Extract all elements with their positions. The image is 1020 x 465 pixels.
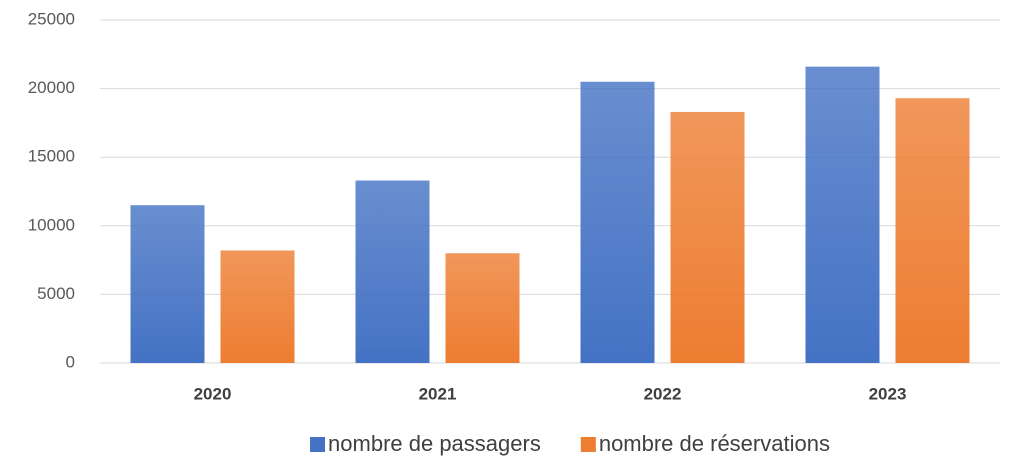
x-tick-label: 2023: [869, 384, 907, 403]
bar: [445, 253, 520, 363]
bar: [130, 205, 205, 363]
legend-label: nombre de passagers: [328, 431, 541, 456]
x-tick-label: 2021: [419, 384, 457, 403]
bar: [220, 250, 295, 363]
y-tick-label: 20000: [28, 78, 75, 97]
bar: [895, 98, 970, 363]
bar: [355, 180, 430, 363]
x-tick-label: 2020: [194, 384, 232, 403]
legend-swatch: [310, 437, 326, 452]
bar: [670, 111, 745, 363]
y-tick-label: 5000: [37, 284, 75, 303]
bar: [580, 81, 655, 364]
legend-swatch: [580, 437, 596, 452]
y-tick-label: 15000: [28, 147, 75, 166]
y-tick-label: 0: [66, 352, 75, 371]
y-tick-label: 10000: [28, 215, 75, 234]
legend-label: nombre de réservations: [599, 431, 830, 456]
y-tick-label: 25000: [28, 9, 75, 28]
bar: [805, 66, 880, 363]
x-tick-label: 2022: [644, 384, 682, 403]
